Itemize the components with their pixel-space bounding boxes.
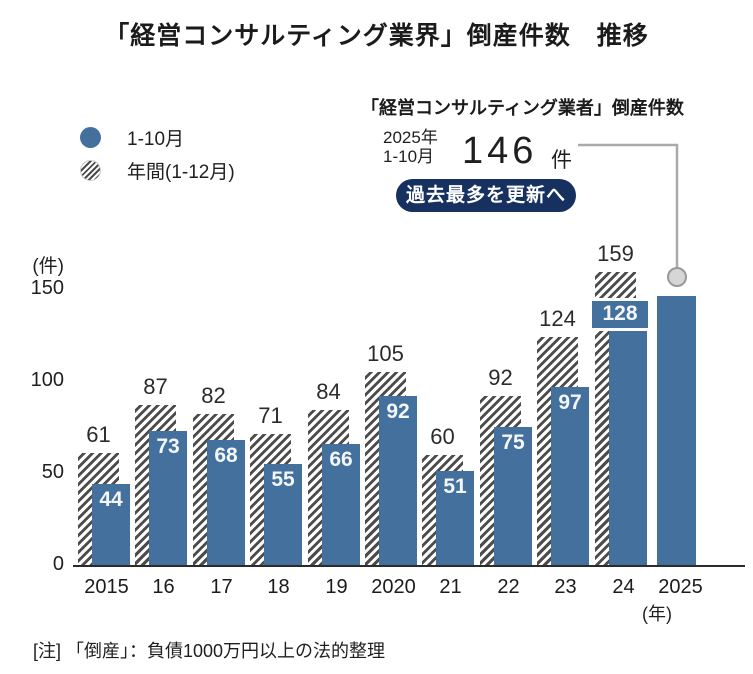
annual-value-label: 124	[539, 306, 576, 331]
y-axis-unit-label: (件)	[32, 256, 64, 277]
annual-value-label: 61	[86, 422, 111, 447]
legend-item-partial: 1-10月	[80, 121, 235, 154]
legend-hatch-swatch-icon	[80, 160, 101, 181]
partial-bar: 97	[551, 387, 589, 565]
x-tick-label: 18	[267, 576, 290, 598]
partial-value-label: 66	[329, 448, 353, 471]
x-axis-unit-label: (年)	[642, 604, 672, 624]
plot-area: 61 44 2015 87 73 16 82 68 17 71 55 18 84 66 19 105 92 202…	[78, 230, 750, 598]
partial-value-label: 73	[156, 435, 180, 458]
annual-value-label: 82	[201, 383, 226, 408]
partial-bar: 68	[207, 440, 245, 565]
partial-value-label: 128	[589, 298, 651, 331]
annual-value-label: 60	[430, 424, 455, 449]
partial-value-label: 75	[501, 431, 525, 454]
partial-bar: 66	[322, 444, 360, 565]
footnote: [注] 「倒産」：負債1000万円以上の法的整理	[33, 641, 386, 661]
callout-value: 146	[462, 130, 538, 172]
x-tick-label: 19	[325, 576, 348, 598]
partial-bar: 73	[149, 431, 187, 565]
x-tick-label: 16	[152, 576, 175, 598]
partial-bar: 75	[494, 427, 532, 565]
partial-bar: 128	[589, 298, 651, 565]
callout-period-months: 1-10月	[383, 147, 435, 167]
legend-item-annual: 年間(1-12月)	[80, 154, 235, 187]
partial-value-label: 44	[99, 488, 123, 511]
partial-value-label: 55	[271, 468, 295, 491]
x-tick-label: 2015	[84, 576, 129, 598]
bar-group: 87 73 16	[135, 230, 192, 598]
x-tick-label: 23	[554, 576, 577, 598]
bar-group: 92 75 22	[480, 230, 537, 598]
partial-value-label: 92	[386, 400, 410, 423]
legend-label: 1-10月	[127, 129, 185, 150]
partial-bar: 44	[92, 484, 130, 565]
bar-group: 61 44 2015	[78, 230, 135, 598]
bar-group: 84 66 19	[308, 230, 365, 598]
x-tick-label: 22	[497, 576, 520, 598]
chart-legend: 1-10月 年間(1-12月)	[80, 121, 235, 187]
bar-group: 124 97 23	[537, 230, 594, 598]
bar-group: 71 55 18	[250, 230, 307, 598]
annual-value-label: 87	[143, 374, 168, 399]
annual-value-label: 105	[367, 341, 404, 366]
bar-group: 105 92 2020	[365, 230, 422, 598]
y-tick-label: 100	[30, 369, 64, 391]
y-tick-label: 150	[30, 277, 64, 299]
legend-solid-swatch-icon	[80, 127, 101, 148]
partial-bar: 55	[264, 464, 302, 565]
x-axis-line	[73, 565, 745, 567]
x-tick-label: 21	[439, 576, 462, 598]
x-tick-label: 24	[612, 576, 635, 598]
annual-value-label: 159	[597, 241, 634, 266]
bar-group: 60 51 21	[422, 230, 479, 598]
partial-value-label: 97	[558, 391, 582, 414]
callout-unit: 件	[551, 149, 572, 172]
legend-label: 年間(1-12月)	[127, 162, 235, 183]
x-tick-label: 2025	[658, 576, 703, 598]
callout-period: 2025年 1-10月	[383, 128, 438, 166]
annual-value-label: 71	[258, 403, 283, 428]
callout-period-year: 2025年	[383, 128, 438, 147]
y-tick-label: 0	[52, 553, 64, 575]
x-tick-label: 2020	[371, 576, 416, 598]
partial-value-label: 68	[214, 444, 238, 467]
partial-bar: 92	[379, 396, 417, 565]
partial-bar: 51	[436, 471, 474, 565]
bar-group: 159 128 24	[589, 230, 652, 598]
bar-group: 2025	[652, 230, 709, 598]
annual-value-label: 92	[488, 365, 513, 390]
partial-bar	[657, 296, 696, 565]
bar-group: 82 68 17	[193, 230, 250, 598]
x-tick-label: 17	[210, 576, 233, 598]
callout-heading: 「経営コンサルティング業者」倒産件数	[361, 98, 684, 118]
partial-value-label: 51	[443, 475, 467, 498]
annual-value-label: 84	[316, 379, 341, 404]
y-tick-label: 50	[41, 461, 64, 483]
record-high-badge: 過去最多を更新へ	[396, 179, 576, 212]
page-title: 「経営コンサルティング業界」倒産件数 推移	[104, 22, 649, 50]
